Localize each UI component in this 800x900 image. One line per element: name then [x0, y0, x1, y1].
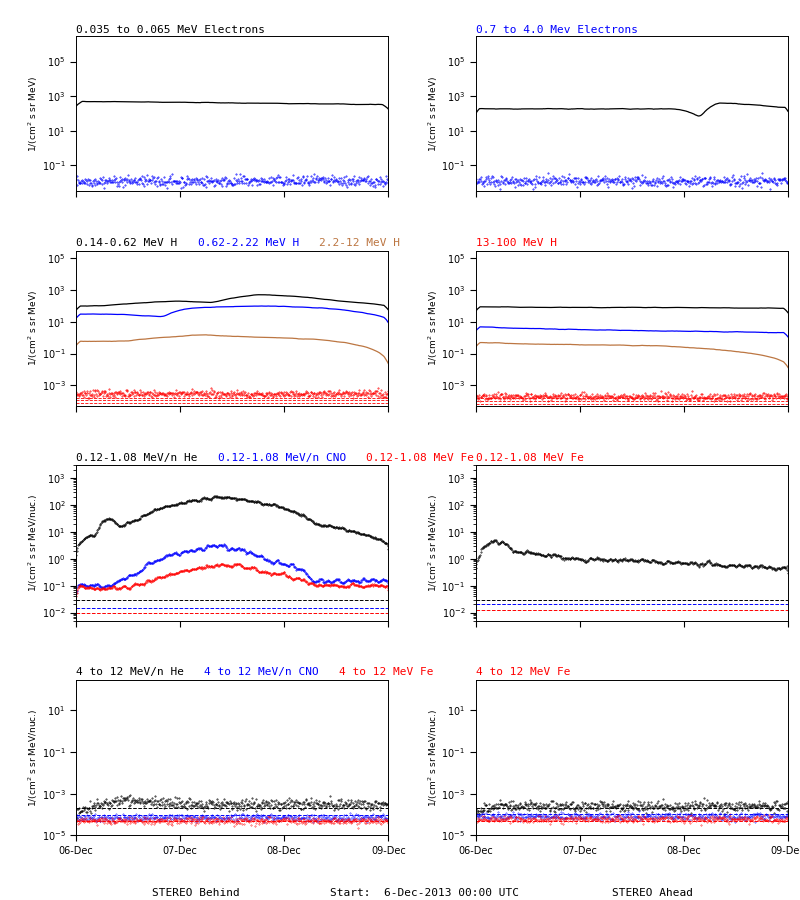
Y-axis label: 1/(cm$^2$ s sr MeV): 1/(cm$^2$ s sr MeV)	[26, 290, 40, 366]
Y-axis label: 1/(cm$^2$ s sr MeV/nuc.): 1/(cm$^2$ s sr MeV/nuc.)	[26, 708, 40, 806]
Text: 0.12-1.08 MeV Fe: 0.12-1.08 MeV Fe	[476, 453, 584, 463]
Text: 4 to 12 MeV/n He: 4 to 12 MeV/n He	[76, 668, 204, 678]
Text: 0.12-1.08 MeV/n CNO: 0.12-1.08 MeV/n CNO	[218, 453, 366, 463]
Text: 4 to 12 MeV Fe: 4 to 12 MeV Fe	[339, 668, 434, 678]
Y-axis label: 1/(cm$^2$ s sr MeV): 1/(cm$^2$ s sr MeV)	[426, 76, 440, 152]
Text: 0.12-1.08 MeV/n He: 0.12-1.08 MeV/n He	[76, 453, 218, 463]
Y-axis label: 1/(cm$^2$ s sr MeV): 1/(cm$^2$ s sr MeV)	[27, 76, 40, 152]
Text: 0.035 to 0.065 MeV Electrons: 0.035 to 0.065 MeV Electrons	[76, 25, 265, 35]
Text: Start:  6-Dec-2013 00:00 UTC: Start: 6-Dec-2013 00:00 UTC	[330, 887, 518, 897]
Text: 4 to 12 MeV Fe: 4 to 12 MeV Fe	[476, 668, 570, 678]
Y-axis label: 1/(cm$^2$ s sr MeV/nuc.): 1/(cm$^2$ s sr MeV/nuc.)	[27, 494, 40, 592]
Y-axis label: 1/(cm$^2$ s sr MeV/nuc.): 1/(cm$^2$ s sr MeV/nuc.)	[426, 494, 440, 592]
Text: 2.2-12 MeV H: 2.2-12 MeV H	[319, 238, 420, 248]
Text: 0.14-0.62 MeV H: 0.14-0.62 MeV H	[76, 238, 198, 248]
Text: 13-100 MeV H: 13-100 MeV H	[476, 238, 557, 248]
Text: 4 to 12 MeV/n CNO: 4 to 12 MeV/n CNO	[204, 668, 339, 678]
Text: 0.12-1.08 MeV Fe: 0.12-1.08 MeV Fe	[366, 453, 474, 463]
Text: STEREO Ahead: STEREO Ahead	[611, 887, 693, 897]
Text: STEREO Behind: STEREO Behind	[152, 887, 240, 897]
Y-axis label: 1/(cm$^2$ s sr MeV): 1/(cm$^2$ s sr MeV)	[426, 290, 440, 366]
Text: 0.62-2.22 MeV H: 0.62-2.22 MeV H	[198, 238, 319, 248]
Text: 0.7 to 4.0 Mev Electrons: 0.7 to 4.0 Mev Electrons	[476, 25, 638, 35]
Y-axis label: 1/(cm$^2$ s sr MeV/nuc.): 1/(cm$^2$ s sr MeV/nuc.)	[426, 708, 440, 806]
